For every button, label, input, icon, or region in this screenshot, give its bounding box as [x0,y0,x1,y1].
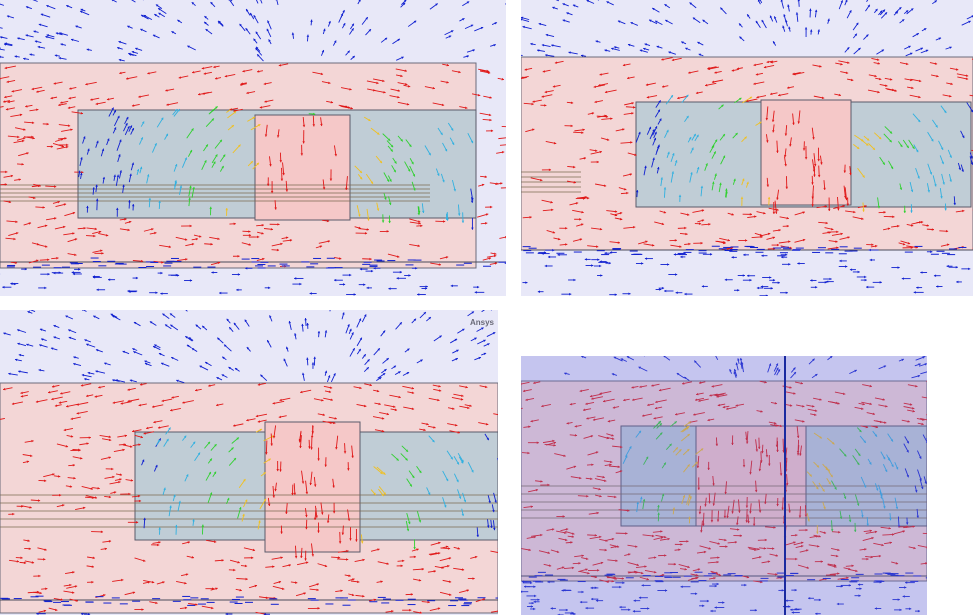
simulation-panel-bottom-left: Ansys [0,310,498,615]
field-arrows [0,310,498,615]
simulation-panel-top-left [0,0,506,296]
field-arrows [521,356,927,615]
vector-field-plot [0,310,498,615]
vector-field-plot [521,356,927,615]
vector-field-plot [521,0,973,296]
simulation-panel-top-right [521,0,973,296]
simulation-panel-bottom-right [521,356,927,615]
ansys-watermark: Ansys [469,318,494,327]
field-arrows [521,0,973,296]
vector-field-plot [0,0,506,296]
field-arrows [0,0,506,296]
